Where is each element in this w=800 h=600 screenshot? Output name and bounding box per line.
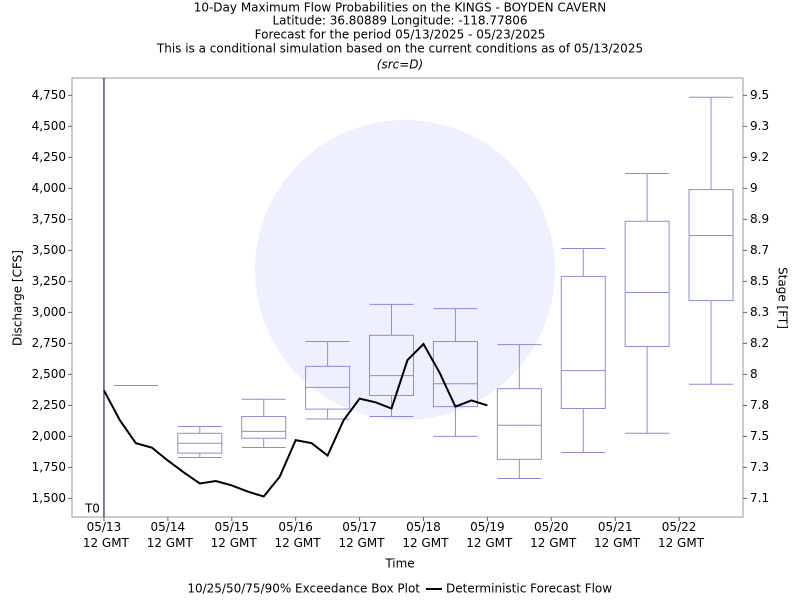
y2-axis-label: Stage [FT] xyxy=(776,267,790,329)
x-tick-label-line: 12 GMT xyxy=(526,536,577,550)
x-tick-label-line: 12 GMT xyxy=(399,536,450,550)
y-axis-label: Discharge [CFS] xyxy=(11,250,25,346)
chart-title: 10-Day Maximum Flow Probabilities on the… xyxy=(194,1,607,15)
y-tick-label: 3,500 xyxy=(32,243,66,257)
box xyxy=(624,220,670,347)
x-tick-label-line: 05/15 xyxy=(214,520,249,534)
x-tick-label-line: 05/18 xyxy=(406,520,441,534)
x-tick-label-line: 12 GMT xyxy=(271,536,322,550)
y2-tick-label: 8.9 xyxy=(750,212,769,226)
x-tick-label: 05/17 12 GMT xyxy=(335,520,386,550)
watermark xyxy=(255,120,555,420)
box xyxy=(496,388,542,460)
x-tick-label: 05/18 12 GMT xyxy=(399,520,450,550)
annotation: T0 xyxy=(84,502,100,516)
y2-tick-label: 8.3 xyxy=(750,305,769,319)
y2-tick-label: 7.8 xyxy=(750,398,769,412)
x-tick-label-line: 12 GMT xyxy=(462,536,513,550)
y-tick-label: 1,750 xyxy=(32,460,66,474)
y-tick-label: 4,250 xyxy=(32,150,66,164)
x-tick-label-line: 05/21 xyxy=(598,520,633,534)
flow-line xyxy=(103,342,488,498)
y-tick-label: 3,250 xyxy=(32,274,66,288)
y-tick-label: 3,750 xyxy=(32,212,66,226)
y-tick-label: 4,750 xyxy=(32,88,66,102)
y-tick-label: 2,750 xyxy=(32,336,66,350)
x-tick-label: 05/15 12 GMT xyxy=(207,520,258,550)
y2-tick-label: 8.5 xyxy=(750,274,769,288)
y2-tick-label: 9.5 xyxy=(750,88,769,102)
x-tick-label: 05/20 12 GMT xyxy=(526,520,577,550)
x-tick-label-line: 05/14 xyxy=(151,520,186,534)
box xyxy=(369,334,415,396)
box xyxy=(241,416,287,439)
y-tick-label: 3,000 xyxy=(32,305,66,319)
x-tick-label-line: 05/16 xyxy=(278,520,313,534)
chart-title: Forecast for the period 05/13/2025 - 05/… xyxy=(255,28,546,42)
y2-tick-label: 9.3 xyxy=(750,119,769,133)
y-tick-label: 1,500 xyxy=(32,491,66,505)
legend-label: Deterministic Forecast Flow xyxy=(446,582,612,596)
y-tick-label: 2,250 xyxy=(32,398,66,412)
x-tick-label: 05/14 12 GMT xyxy=(143,520,194,550)
x-tick-label-line: 05/19 xyxy=(470,520,505,534)
x-tick-label-line: 05/22 xyxy=(662,520,697,534)
box xyxy=(560,275,606,409)
x-tick-label: 05/21 12 GMT xyxy=(590,520,641,550)
x-tick-label: 05/13 12 GMT xyxy=(79,520,130,550)
x-tick-label-line: 12 GMT xyxy=(335,536,386,550)
chart-title: This is a conditional simulation based o… xyxy=(156,42,643,56)
x-tick-label-line: 12 GMT xyxy=(143,536,194,550)
x-tick-label-line: 05/20 xyxy=(534,520,569,534)
y2-tick-label: 8.2 xyxy=(750,336,769,350)
x-tick-label-line: 12 GMT xyxy=(207,536,258,550)
legend-label: 10/25/50/75/90% Exceedance Box Plot xyxy=(187,582,420,596)
x-tick-label-line: 12 GMT xyxy=(590,536,641,550)
y2-tick-label: 7.3 xyxy=(750,460,769,474)
x-tick-label: 05/22 12 GMT xyxy=(654,520,705,550)
x-tick-label: 05/19 12 GMT xyxy=(462,520,513,550)
y-tick-label: 4,000 xyxy=(32,181,66,195)
y2-tick-label: 9 xyxy=(750,181,758,195)
x-axis-label: Time xyxy=(384,557,414,571)
x-tick-label: 05/16 12 GMT xyxy=(271,520,322,550)
y2-tick-label: 8.7 xyxy=(750,243,769,257)
x-tick-label-line: 05/17 xyxy=(342,520,377,534)
y2-tick-label: 8 xyxy=(750,367,758,381)
y2-tick-label: 7.1 xyxy=(750,491,769,505)
y-tick-label: 2,500 xyxy=(32,367,66,381)
x-tick-label-line: 05/13 xyxy=(87,520,122,534)
y-tick-label: 2,000 xyxy=(32,429,66,443)
y-tick-label: 4,500 xyxy=(32,119,66,133)
chart-subtitle: (src=D) xyxy=(377,58,423,72)
x-tick-label-line: 12 GMT xyxy=(79,536,130,550)
y2-tick-label: 7.5 xyxy=(750,429,769,443)
plot-frame xyxy=(71,77,744,518)
x-tick-label-line: 12 GMT xyxy=(654,536,705,550)
y2-tick-label: 9.2 xyxy=(750,150,769,164)
chart-title: Latitude: 36.80889 Longitude: -118.77806 xyxy=(272,14,527,28)
box xyxy=(688,189,734,302)
